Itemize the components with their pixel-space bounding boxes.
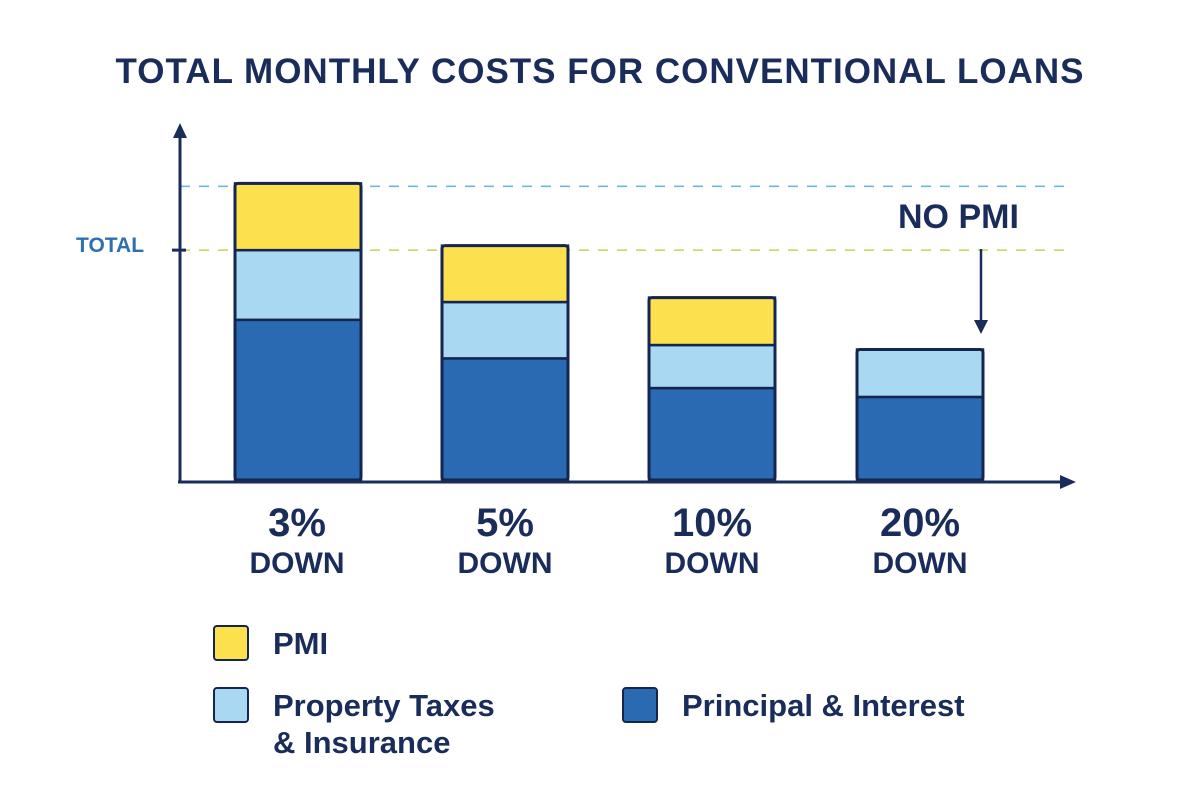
legend-item-pmi: PMI — [213, 625, 328, 662]
legend-label-principal-interest: Principal & Interest — [682, 688, 965, 723]
bar-segment-pmi-0 — [233, 182, 363, 252]
legend-label-pmi: PMI — [273, 626, 329, 661]
x-tick-pct: 10% — [671, 501, 753, 545]
bar-segment-principal-interest-1 — [440, 357, 570, 482]
legend-label-line1: Property Taxes — [273, 688, 495, 723]
bar-segment-property-taxes-insurance-3 — [855, 348, 985, 399]
bar-segment-property-taxes-insurance-1 — [440, 300, 570, 360]
legend-swatch-taxes-insurance — [213, 687, 249, 723]
legend-label-line2: & Insurance — [273, 725, 451, 760]
x-tick-pct: 5% — [476, 501, 534, 545]
legend-label-taxes-insurance: Property Taxes & Insurance — [273, 687, 495, 761]
bar-outline-3 — [855, 347, 985, 482]
x-tick-sub: DOWN — [664, 547, 760, 580]
no-pmi-arrow-icon — [974, 320, 988, 334]
x-tick-label-3pct: 3% DOWN — [197, 503, 397, 579]
bar-outline-0 — [233, 181, 363, 482]
x-tick-pct: 20% — [879, 501, 961, 545]
x-tick-pct: 3% — [268, 501, 326, 545]
x-tick-sub: DOWN — [872, 547, 968, 580]
y-axis-arrow-icon — [173, 123, 187, 138]
x-tick-label-20pct: 20% DOWN — [820, 503, 1020, 579]
x-tick-sub: DOWN — [457, 547, 553, 580]
bar-segment-pmi-1 — [440, 244, 570, 304]
chart-title: TOTAL MONTHLY COSTS FOR CONVENTIONAL LOA… — [115, 52, 1085, 91]
x-axis-arrow-icon — [1060, 475, 1076, 489]
legend-item-taxes-insurance: Property Taxes & Insurance — [213, 687, 495, 761]
x-tick-label-5pct: 5% DOWN — [405, 503, 605, 579]
bar-segment-principal-interest-2 — [647, 386, 777, 482]
bar-outline-2 — [647, 296, 777, 482]
bar-segment-principal-interest-3 — [855, 395, 985, 482]
bar-outline-1 — [440, 244, 570, 482]
no-pmi-annotation: NO PMI — [898, 198, 1019, 236]
x-tick-label-10pct: 10% DOWN — [612, 503, 812, 579]
legend-swatch-principal-interest — [622, 687, 658, 723]
y-tick-label-total: TOTAL — [76, 234, 145, 257]
bar-segment-property-taxes-insurance-2 — [647, 343, 777, 390]
bar-segment-pmi-2 — [647, 296, 777, 347]
x-tick-sub: DOWN — [249, 547, 345, 580]
bar-segment-property-taxes-insurance-0 — [233, 248, 363, 322]
legend-item-principal-interest: Principal & Interest — [622, 687, 965, 724]
bar-segment-principal-interest-0 — [233, 318, 363, 482]
legend-swatch-pmi — [213, 625, 249, 661]
